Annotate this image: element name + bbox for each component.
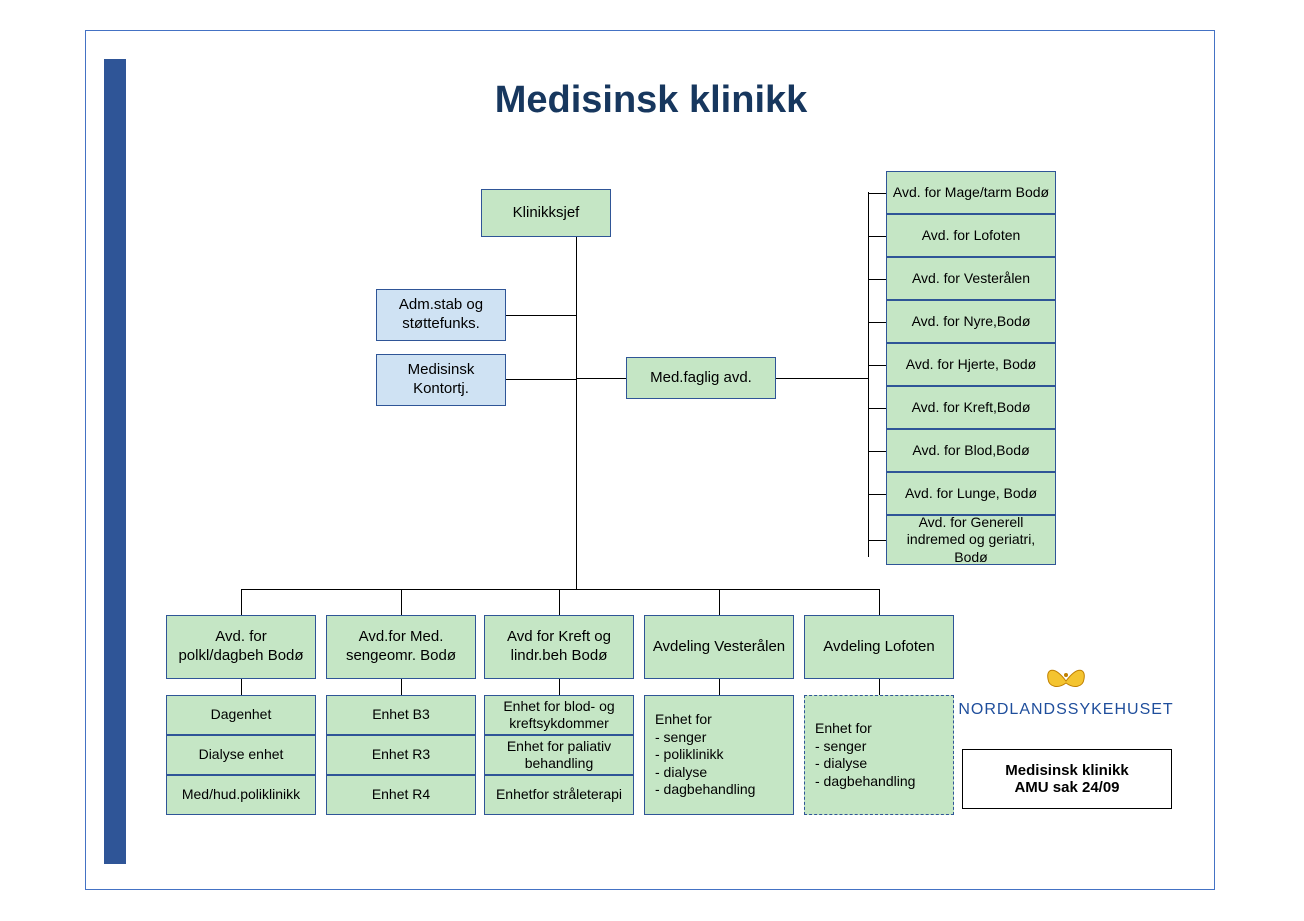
box-med-faglig: Med.faglig avd. xyxy=(626,357,776,399)
dept-unit-box: Enhet for paliativ behandling xyxy=(484,735,634,775)
right-stack-box: Avd. for Generell indremed og geriatri, … xyxy=(886,515,1056,565)
logo-block: NORDLANDSSYKEHUSET xyxy=(956,661,1176,719)
dept-combined-box: Enhet for - senger - dialyse - dagbehand… xyxy=(804,695,954,815)
dept-unit-box: Enhet for blod- og kreftsykdommer xyxy=(484,695,634,735)
dept-combined-box: Enhet for - senger - poliklinikk - dialy… xyxy=(644,695,794,815)
right-stack-box: Avd. for Nyre,Bodø xyxy=(886,300,1056,343)
footer-line1: Medisinsk klinikk xyxy=(1005,762,1128,779)
right-stack-box: Avd. for Kreft,Bodø xyxy=(886,386,1056,429)
connector xyxy=(868,494,886,495)
connector xyxy=(868,451,886,452)
dept-header-box: Avd for Kreft og lindr.beh Bodø xyxy=(484,615,634,679)
dept-unit-box: Enhet R4 xyxy=(326,775,476,815)
connector xyxy=(506,315,576,316)
connector xyxy=(506,379,576,380)
connector xyxy=(241,589,242,615)
connector xyxy=(868,193,886,194)
connector xyxy=(776,378,868,379)
right-stack-box: Avd. for Lofoten xyxy=(886,214,1056,257)
connector xyxy=(868,408,886,409)
connector xyxy=(401,589,402,615)
connector xyxy=(719,679,720,695)
connector xyxy=(559,679,560,695)
dept-unit-box: Dialyse enhet xyxy=(166,735,316,775)
box-adm-stab: Adm.stab og støttefunks. xyxy=(376,289,506,341)
connector xyxy=(576,378,626,379)
connector xyxy=(868,192,869,557)
slide-frame: Medisinsk klinikk Klinikksjef Adm.stab o… xyxy=(85,30,1215,890)
right-stack-box: Avd. for Lunge, Bodø xyxy=(886,472,1056,515)
dept-header-box: Avdeling Lofoten xyxy=(804,615,954,679)
connector xyxy=(241,679,242,695)
dept-header-box: Avdeling Vesterålen xyxy=(644,615,794,679)
logo-text: NORDLANDSSYKEHUSET xyxy=(958,701,1173,719)
connector xyxy=(879,679,880,695)
right-stack-box: Avd. for Hjerte, Bodø xyxy=(886,343,1056,386)
dept-header-box: Avd. for polkl/dagbeh Bodø xyxy=(166,615,316,679)
right-stack-box: Avd. for Mage/tarm Bodø xyxy=(886,171,1056,214)
connector xyxy=(879,589,880,615)
box-medisinsk-kontortj: Medisinsk Kontortj. xyxy=(376,354,506,406)
footer-caption-box: Medisinsk klinikk AMU sak 24/09 xyxy=(962,749,1172,809)
connector xyxy=(868,322,886,323)
connector xyxy=(576,237,577,589)
connector xyxy=(868,365,886,366)
dept-unit-box: Enhetfor stråleterapi xyxy=(484,775,634,815)
connector xyxy=(719,589,720,615)
connector xyxy=(401,679,402,695)
connector xyxy=(868,236,886,237)
dept-unit-box: Med/hud.poliklinikk xyxy=(166,775,316,815)
dept-unit-box: Dagenhet xyxy=(166,695,316,735)
connector xyxy=(868,279,886,280)
dept-unit-box: Enhet B3 xyxy=(326,695,476,735)
right-stack-box: Avd. for Vesterålen xyxy=(886,257,1056,300)
butterfly-icon xyxy=(1044,661,1088,701)
box-klinikksjef: Klinikksjef xyxy=(481,189,611,237)
dept-header-box: Avd.for Med. sengeomr. Bodø xyxy=(326,615,476,679)
org-chart-canvas: Medisinsk klinikk Klinikksjef Adm.stab o… xyxy=(86,31,1216,891)
connector xyxy=(559,589,560,615)
dept-unit-box: Enhet R3 xyxy=(326,735,476,775)
connector xyxy=(241,589,879,590)
footer-line2: AMU sak 24/09 xyxy=(1014,779,1119,796)
connector xyxy=(868,540,886,541)
right-stack-box: Avd. for Blod,Bodø xyxy=(886,429,1056,472)
page-title: Medisinsk klinikk xyxy=(86,79,1216,122)
